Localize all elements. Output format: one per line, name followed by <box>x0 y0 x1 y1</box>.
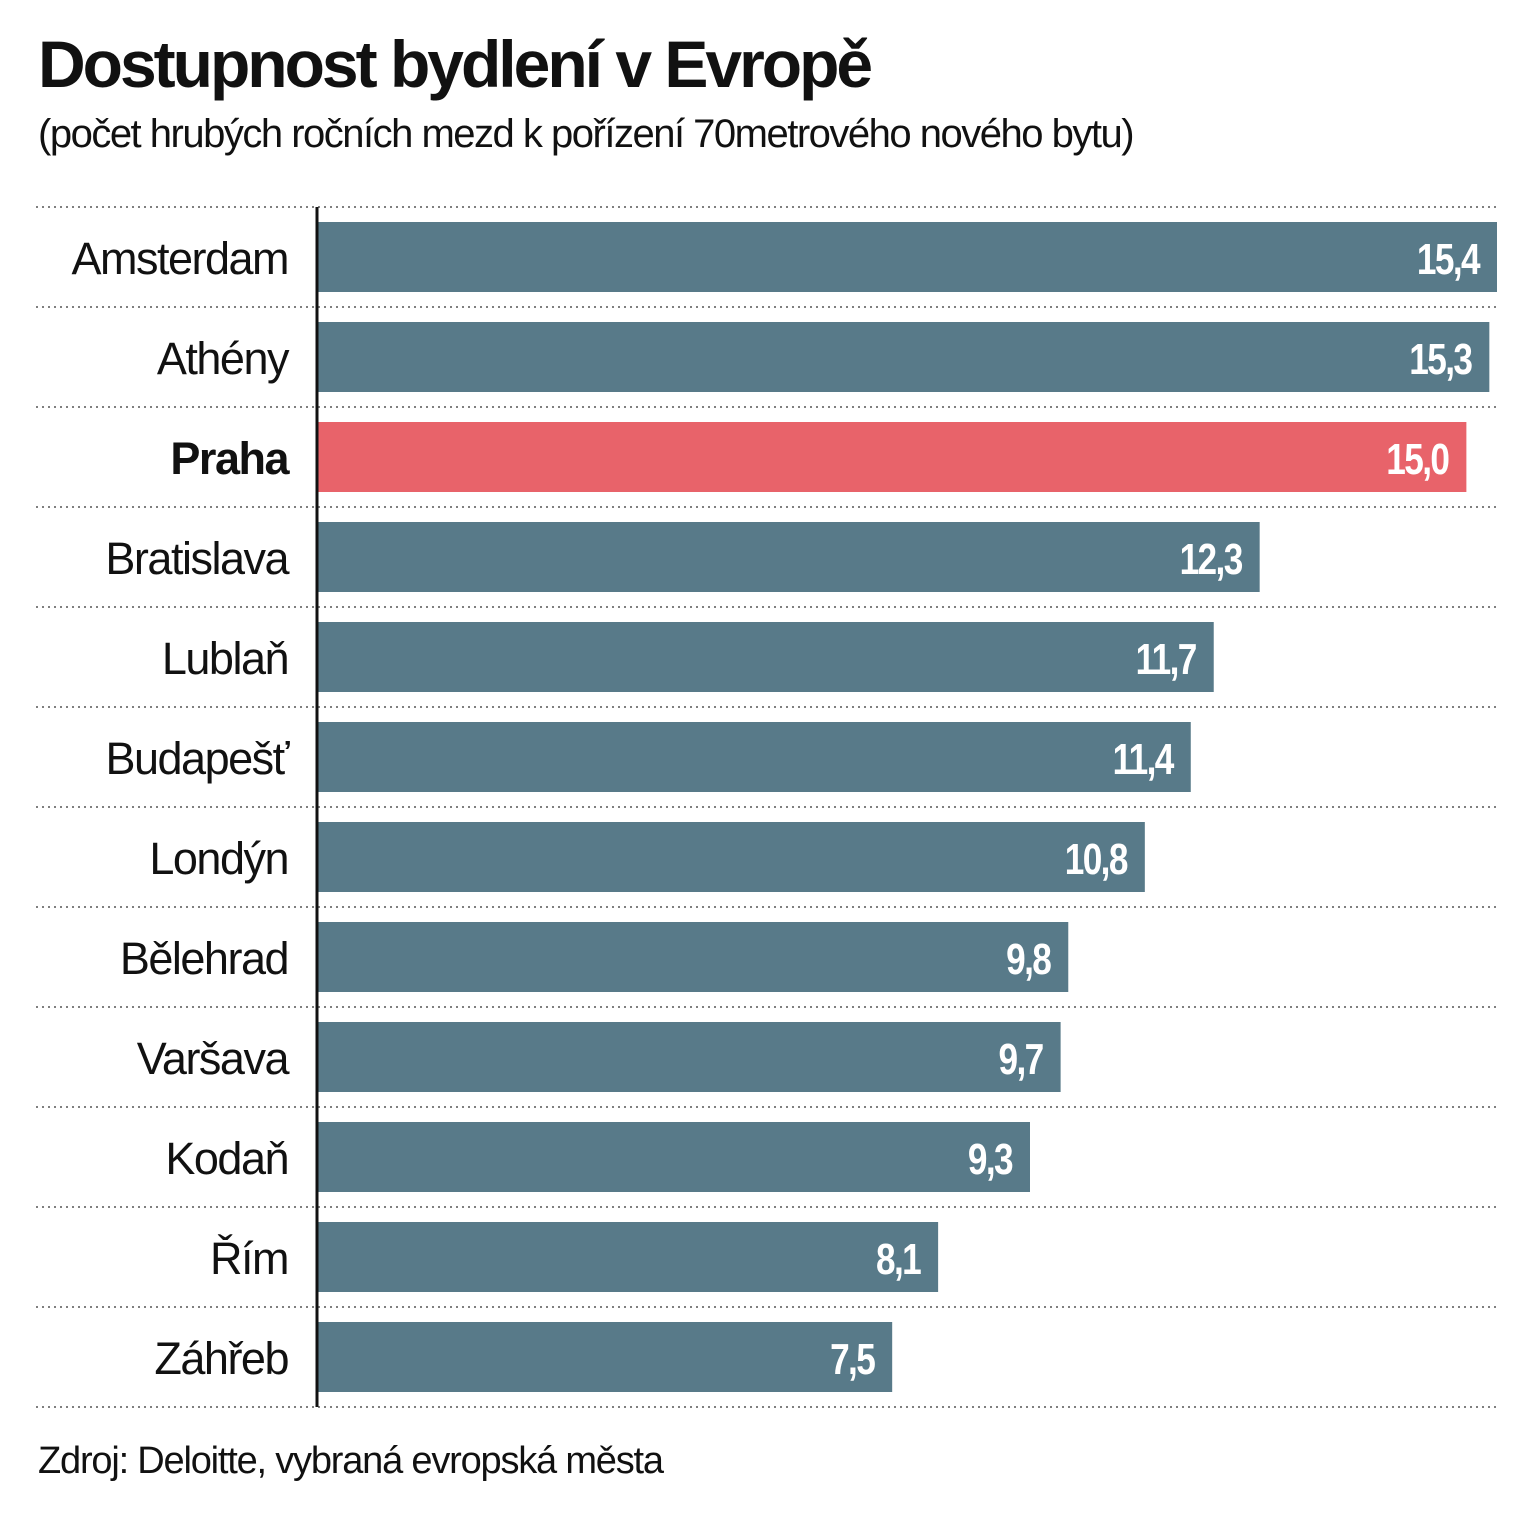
value-label: 12,3 <box>1180 535 1243 584</box>
category-label: Bělehrad <box>120 933 288 984</box>
category-label: Budapešť <box>105 733 290 784</box>
category-label: Praha <box>170 433 290 484</box>
category-label: Řím <box>210 1233 288 1284</box>
category-label: Varšava <box>137 1033 291 1084</box>
bar <box>318 522 1260 592</box>
chart-title: Dostupnost bydlení v Evropě <box>38 27 873 101</box>
category-label: Záhřeb <box>154 1333 288 1384</box>
bar <box>318 1122 1030 1192</box>
bar <box>318 1022 1061 1092</box>
bar <box>318 322 1490 392</box>
bar <box>318 822 1145 892</box>
value-label: 9,7 <box>998 1035 1043 1084</box>
value-label: 9,3 <box>968 1135 1013 1184</box>
category-label: Bratislava <box>105 533 290 584</box>
bar <box>318 222 1497 292</box>
value-label: 9,8 <box>1006 935 1051 984</box>
category-label: Londýn <box>149 833 288 884</box>
category-label: Lublaň <box>162 633 288 684</box>
value-label: 8,1 <box>876 1235 922 1284</box>
category-label: Athény <box>157 333 290 384</box>
bar <box>318 722 1191 792</box>
category-label: Amsterdam <box>71 233 288 284</box>
bar <box>318 922 1069 992</box>
category-label: Kodaň <box>165 1133 288 1184</box>
value-label: 10,8 <box>1065 835 1128 884</box>
value-label: 15,3 <box>1409 335 1472 384</box>
value-label: 15,4 <box>1417 235 1481 284</box>
value-label: 11,7 <box>1136 635 1197 684</box>
bar <box>318 1322 893 1392</box>
bar <box>318 1222 939 1292</box>
source-note: Zdroj: Deloitte, vybraná evropská města <box>38 1440 664 1482</box>
chart-subtitle: (počet hrubých ročních mezd k pořízení 7… <box>38 112 1135 156</box>
value-label: 15,0 <box>1386 435 1449 484</box>
value-label: 7,5 <box>830 1335 876 1384</box>
bar <box>318 422 1467 492</box>
value-label: 11,4 <box>1113 735 1175 784</box>
bar <box>318 622 1214 692</box>
